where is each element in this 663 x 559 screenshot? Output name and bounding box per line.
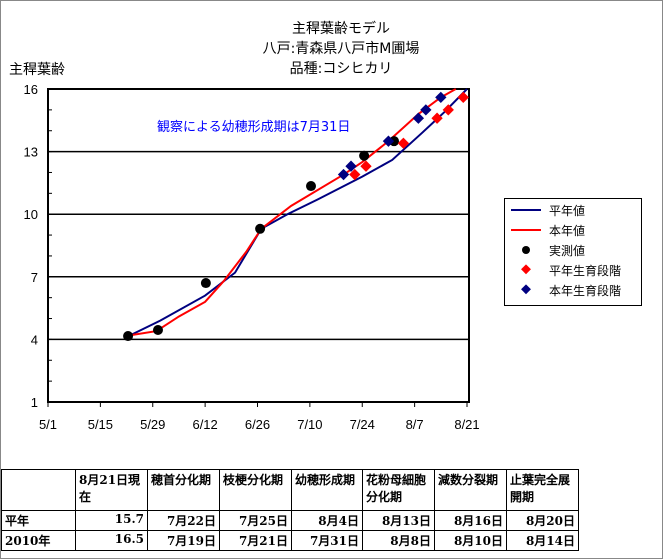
series-line-0: [129, 88, 468, 337]
row-label: 2010年: [1, 530, 76, 551]
x-tick-label: 6/12: [192, 417, 217, 432]
x-tick-label: 5/1: [39, 417, 57, 432]
header-cell: 止葉完全展開期: [506, 469, 579, 511]
cell: 16.5: [75, 530, 148, 551]
header-cell: [1, 469, 76, 511]
x-tick-label: 7/10: [297, 417, 322, 432]
table-row: 平年 15.7 7月22日 7月25日 8月4日 8月13日 8月16日 8月2…: [1, 510, 579, 531]
legend-label: 実測値: [549, 243, 586, 258]
x-tick-label: 6/26: [245, 417, 270, 432]
cell: 7月21日: [219, 530, 292, 551]
cell: 7月22日: [147, 510, 220, 531]
measured-point: [359, 150, 370, 161]
cell: 7月19日: [147, 530, 220, 551]
cell: 8月13日: [362, 510, 435, 531]
table-header-row: 8月21日現在 穂首分化期 枝梗分化期 幼穂形成期 花粉母細胞分化期 減数分裂期…: [1, 469, 579, 511]
y-tick-label: 7: [31, 270, 38, 285]
plot-border: [47, 88, 470, 403]
header-cell: 花粉母細胞分化期: [362, 469, 435, 511]
x-tick-label: 5/15: [88, 417, 113, 432]
stage-marker-3: [397, 137, 410, 149]
legend-item: 平年生育段階: [511, 261, 621, 279]
y-tick-label: 13: [24, 145, 38, 160]
y-tick-label: 10: [24, 207, 38, 222]
legend-item: 本年値: [511, 221, 585, 239]
legend-item: 本年生育段階: [511, 281, 621, 299]
cell: 7月31日: [291, 530, 363, 551]
cell: 8月14日: [506, 530, 579, 551]
title-line: 主稈葉齢モデル: [292, 21, 390, 37]
x-tick-label: 8/7: [406, 417, 424, 432]
stage-marker-4: [345, 160, 357, 172]
cell: 8月8日: [362, 530, 435, 551]
stage-marker-4: [412, 112, 425, 124]
y-tick-label: 4: [31, 332, 38, 347]
measured-point: [123, 331, 134, 342]
legend-label: 本年値: [549, 223, 586, 238]
legend: 平年値 本年値 実測値 平年生育段階 本年生育段階: [504, 198, 642, 306]
annotation: 観察による幼穂形成期は7月31日: [157, 120, 351, 135]
legend-label: 平年生育段階: [549, 263, 622, 278]
measured-point: [305, 181, 316, 192]
legend-label: 本年生育段階: [549, 283, 622, 298]
header-cell: 8月21日現在: [75, 469, 148, 511]
chart-title: 主稈葉齢モデル 八戸:青森県八戸市M圃場 品種:コシヒカリ: [241, 19, 441, 79]
header-cell: 枝梗分化期: [219, 469, 292, 511]
cell: 7月25日: [219, 510, 292, 531]
stage-marker-3: [349, 168, 361, 181]
legend-item: 実測値: [511, 241, 585, 259]
cell: 8月16日: [434, 510, 507, 531]
header-cell: 幼穂形成期: [291, 469, 363, 511]
stage-table: 8月21日現在 穂首分化期 枝梗分化期 幼穂形成期 花粉母細胞分化期 減数分裂期…: [1, 469, 579, 551]
x-tick-label: 8/21: [454, 417, 479, 432]
header-cell: 減数分裂期: [434, 469, 507, 511]
y-tick-label: 16: [24, 82, 38, 97]
measured-point: [200, 278, 211, 289]
measured-point: [255, 223, 266, 234]
y-tick-label: 1: [31, 395, 38, 410]
stage-marker-4: [337, 168, 350, 181]
stage-marker-4: [382, 135, 395, 147]
cell: 8月20日: [506, 510, 579, 531]
y-axis-label: 主稈葉齢: [9, 62, 65, 78]
stage-marker-3: [442, 104, 454, 116]
cell: 15.7: [75, 510, 148, 531]
plot-area: 1 4 7 10 13 16 5/1 5/15 5/29 6/12 6/26 7/10 7/24 8/7 8…: [24, 82, 480, 432]
header-cell: 穂首分化期: [147, 469, 220, 511]
measured-point: [152, 325, 163, 336]
legend-item: 平年値: [511, 201, 585, 219]
x-tick-label: 5/29: [140, 417, 165, 432]
title-line: 八戸:青森県八戸市M圃場: [262, 41, 420, 57]
title-line: 品種:コシヒカリ: [289, 61, 393, 77]
cell: 8月10日: [434, 530, 507, 551]
x-tick-label: 7/24: [350, 417, 375, 432]
stage-marker-3: [360, 160, 372, 172]
stage-marker-3: [457, 91, 469, 104]
row-label: 平年: [1, 510, 76, 531]
table-row: 2010年 16.5 7月19日 7月21日 7月31日 8月8日 8月10日 …: [1, 530, 579, 551]
legend-label: 平年値: [549, 203, 586, 218]
cell: 8月4日: [291, 510, 363, 531]
